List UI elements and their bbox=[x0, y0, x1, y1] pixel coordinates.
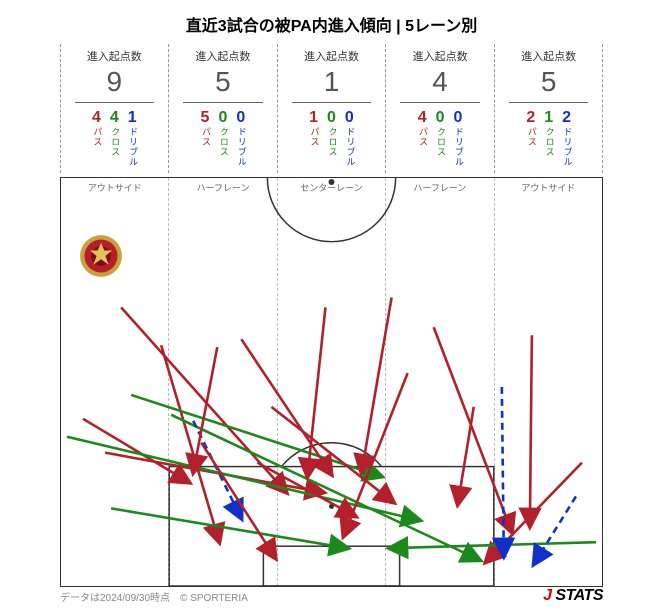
lane-breakdown: 4パス 0クロス 0ドリブル bbox=[388, 109, 492, 167]
lane-breakdown: 1パス 0クロス 0ドリブル bbox=[280, 109, 384, 167]
pitch-svg bbox=[61, 178, 602, 586]
breakdown-item: 0クロス bbox=[327, 109, 337, 167]
breakdown-item: 2ドリブル bbox=[562, 109, 572, 167]
arrow-pass bbox=[434, 327, 512, 532]
breakdown-item: 4パス bbox=[417, 109, 427, 167]
lane-stat: 進入起点数5 5パス 0クロス 0ドリブル bbox=[168, 44, 278, 173]
breakdown-item: 0クロス bbox=[435, 109, 445, 167]
lane-header-label: 進入起点数 bbox=[497, 48, 601, 64]
breakdown-item: 5パス bbox=[200, 109, 210, 167]
breakdown-item: 4クロス bbox=[109, 109, 119, 167]
breakdown-item: 1クロス bbox=[544, 109, 554, 167]
lane-total: 1 bbox=[292, 64, 372, 103]
lane-stat: 進入起点数1 1パス 0クロス 0ドリブル bbox=[277, 44, 387, 173]
arrow-pass bbox=[83, 418, 189, 482]
lane-total: 5 bbox=[509, 64, 589, 103]
chart-title: 直近3試合の被PA内進入傾向 | 5レーン別 bbox=[0, 0, 663, 44]
arrow-pass bbox=[458, 406, 474, 504]
pitch: アウトサイドハーフレーンセンターレーンハーフレーンアウトサイド bbox=[60, 177, 603, 587]
lane-header-label: 進入起点数 bbox=[171, 48, 275, 64]
footer: データは2024/09/30時点 © SPORTERIA J STATS bbox=[0, 587, 663, 605]
arrow-pass bbox=[257, 462, 355, 516]
breakdown-item: 1ドリブル bbox=[127, 109, 137, 167]
lane-total: 9 bbox=[75, 64, 155, 103]
lane-breakdown: 2パス 1クロス 2ドリブル bbox=[497, 109, 601, 167]
breakdown-item: 4パス bbox=[91, 109, 101, 167]
lane-stat: 進入起点数4 4パス 0クロス 0ドリブル bbox=[385, 44, 495, 173]
lane-total: 4 bbox=[400, 64, 480, 103]
arrow-dribble bbox=[502, 387, 504, 556]
lane-stat: 進入起点数9 4パス 4クロス 1ドリブル bbox=[60, 44, 170, 173]
arrow-pass bbox=[362, 297, 392, 472]
lane-stats-row: 進入起点数94パス4クロス1ドリブル進入起点数55パス0クロス0ドリブル進入起点… bbox=[0, 44, 663, 173]
breakdown-item: 0ドリブル bbox=[344, 109, 354, 167]
lane-breakdown: 5パス 0クロス 0ドリブル bbox=[171, 109, 275, 167]
lane-stat: 進入起点数5 2パス 1クロス 2ドリブル bbox=[494, 44, 604, 173]
lane-header-label: 進入起点数 bbox=[388, 48, 492, 64]
jstats-logo: J STATS bbox=[543, 587, 603, 605]
arrow-pass bbox=[530, 335, 532, 526]
lane-header-label: 進入起点数 bbox=[63, 48, 167, 64]
lane-header-label: 進入起点数 bbox=[280, 48, 384, 64]
breakdown-item: 1パス bbox=[309, 109, 319, 167]
chart-container: 直近3試合の被PA内進入傾向 | 5レーン別 進入起点数94パス4クロス1ドリブ… bbox=[0, 0, 663, 611]
lane-total: 5 bbox=[183, 64, 263, 103]
breakdown-item: 0ドリブル bbox=[236, 109, 246, 167]
lane-breakdown: 4パス 4クロス 1ドリブル bbox=[63, 109, 167, 167]
breakdown-item: 0クロス bbox=[218, 109, 228, 167]
arrow-cross bbox=[111, 508, 347, 548]
team-badge bbox=[79, 234, 123, 278]
breakdown-item: 2パス bbox=[526, 109, 536, 167]
data-note: データは2024/09/30時点 © SPORTERIA bbox=[60, 589, 248, 604]
breakdown-item: 0ドリブル bbox=[453, 109, 463, 167]
arrow-cross bbox=[390, 542, 596, 548]
